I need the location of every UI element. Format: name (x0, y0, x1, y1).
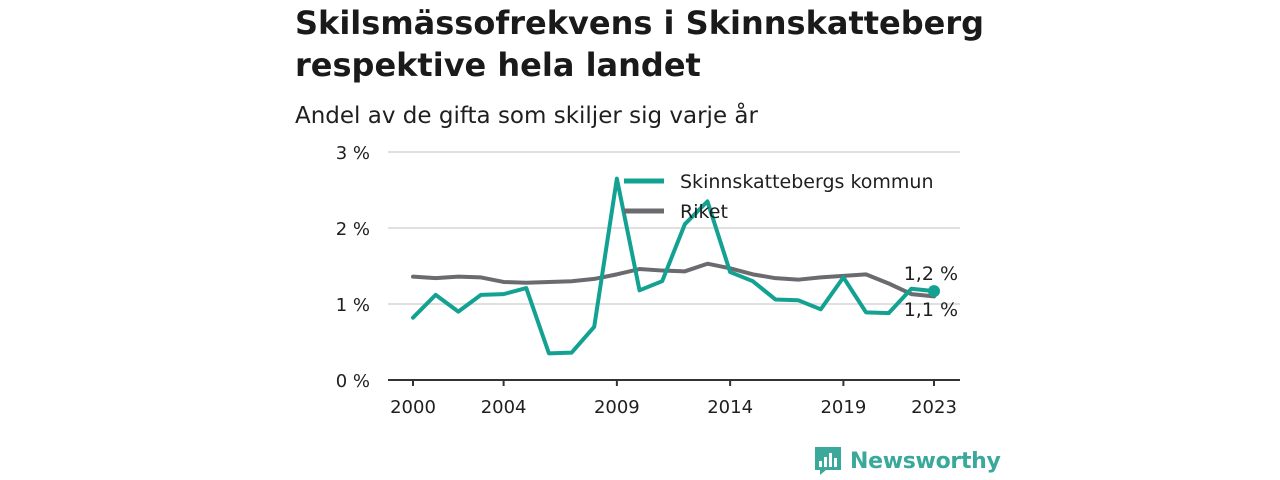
legend: Skinnskattebergs kommun Riket (624, 171, 934, 223)
x-tick-label: 2014 (707, 397, 753, 418)
series-line-riket (411, 261, 936, 299)
y-tick-label: 0 % (336, 371, 370, 392)
end-label-riket: 1,1 % (904, 299, 958, 321)
end-point-marker-kommun (928, 285, 940, 298)
end-label-kommun: 1,2 % (904, 263, 958, 285)
x-axis: 2000 2004 2009 2014 2019 2023 (388, 379, 960, 418)
x-tick-label: 2009 (594, 397, 640, 418)
series-lines (411, 176, 940, 356)
line-chart: 0 % 1 % 2 % 3 % 2000 2004 2009 2014 2019 2023 Sk… (336, 143, 960, 418)
legend-label: Riket (680, 201, 728, 223)
legend-label: Skinnskattebergs kommun (680, 171, 934, 193)
brand-name: Newsworthy (850, 448, 1001, 474)
chart-subtitle: Andel av de gifta som skiljer sig varje … (295, 103, 758, 129)
grid-lines (388, 151, 960, 305)
newsworthy-brand: Newsworthy (814, 445, 1001, 477)
y-tick-label: 2 % (336, 219, 370, 240)
x-tick-label: 2019 (820, 397, 866, 418)
y-axis-tick-labels: 0 % 1 % 2 % 3 % (336, 143, 370, 392)
y-tick-label: 1 % (336, 295, 370, 316)
x-tick-label: 2000 (390, 397, 436, 418)
y-tick-label: 3 % (336, 143, 370, 164)
newsworthy-logo-icon (815, 447, 841, 475)
x-tick-label: 2023 (911, 397, 957, 418)
end-value-labels: 1,2 % 1,1 % (904, 263, 958, 321)
series-line-kommun (411, 176, 936, 356)
x-tick-label: 2004 (481, 397, 527, 418)
chart-title: Skilsmässofrekvens i Skinnskatteberg res… (295, 4, 985, 84)
